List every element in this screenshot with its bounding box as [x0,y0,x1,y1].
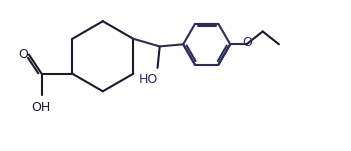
Text: O: O [18,48,28,61]
Text: O: O [242,36,252,49]
Text: HO: HO [139,73,158,86]
Text: OH: OH [32,101,51,114]
